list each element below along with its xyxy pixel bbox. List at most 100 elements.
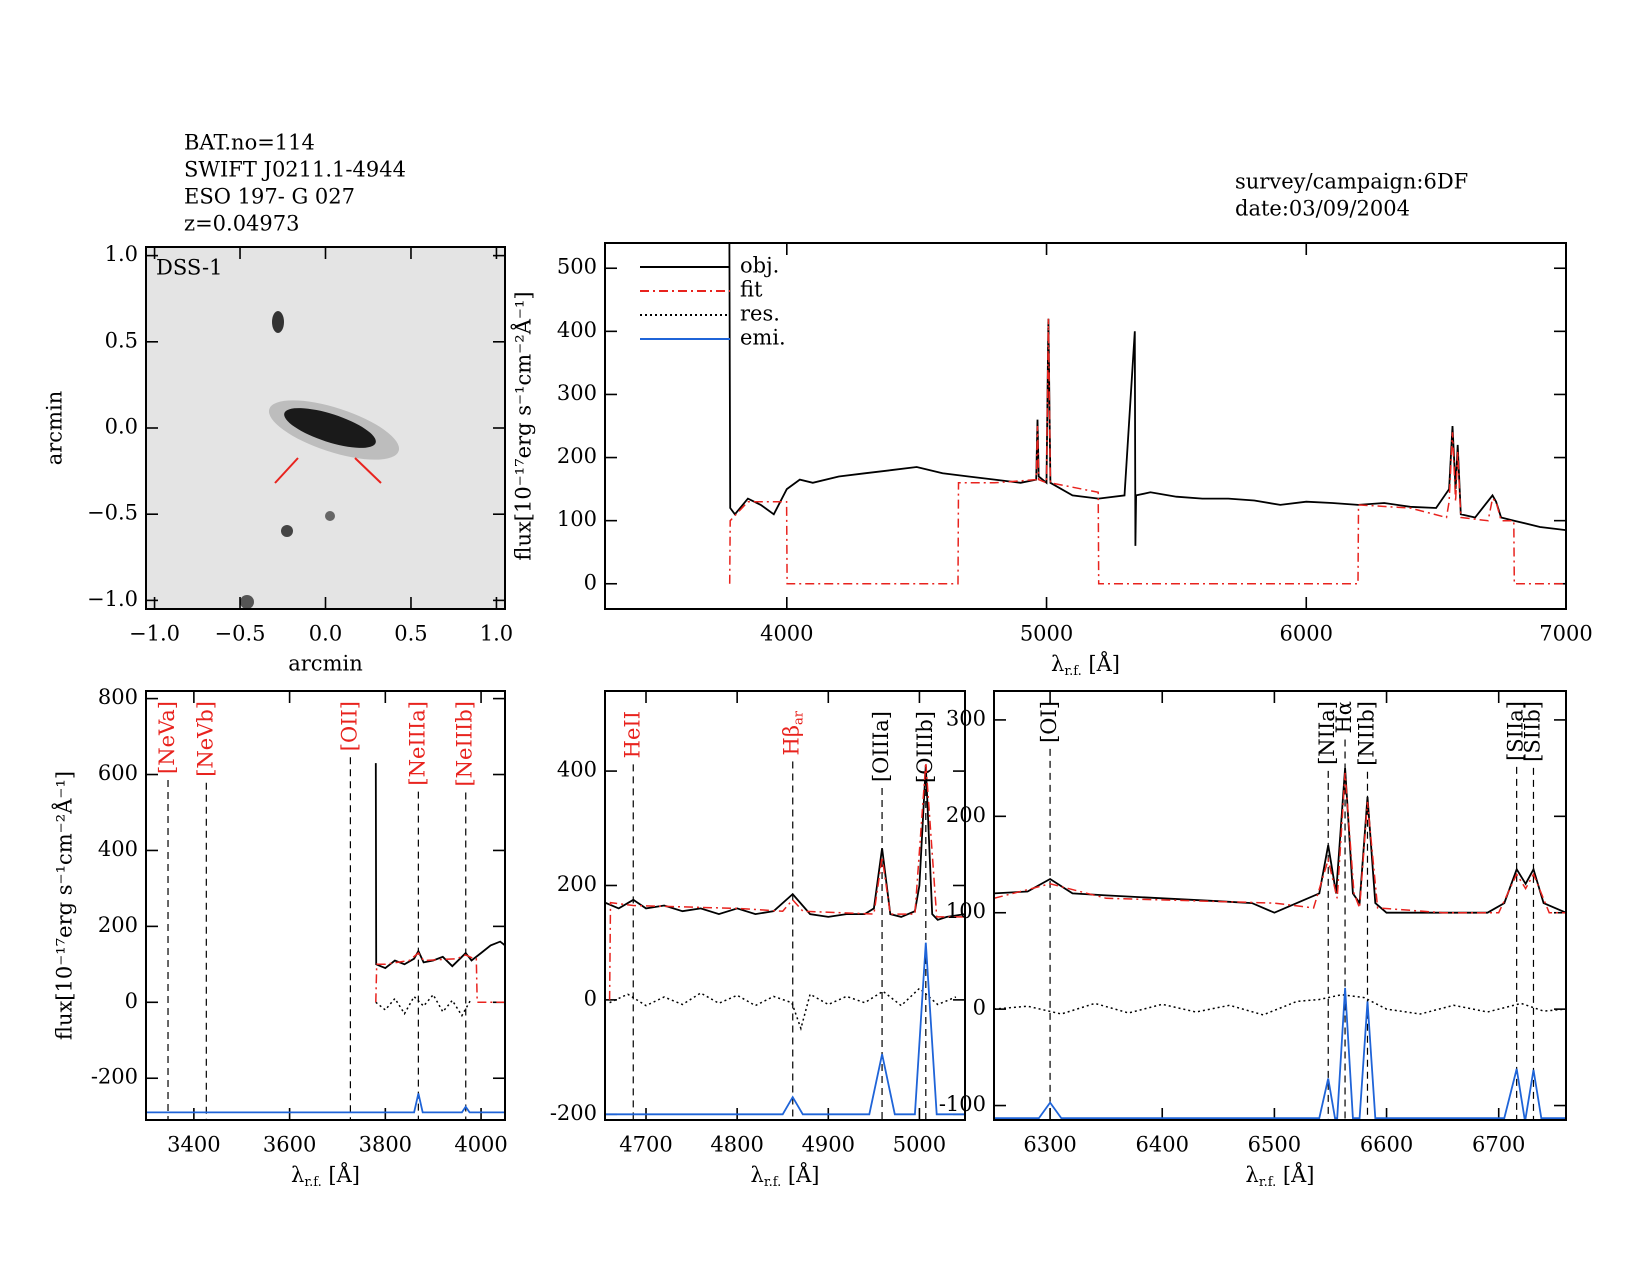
line-label-name: [NIIa] [1315, 701, 1339, 765]
y-tick-label: 0.0 [105, 415, 138, 439]
y-tick-label: -200 [550, 1101, 597, 1125]
y-tick-label: 0 [584, 570, 597, 594]
x-tick-label: 6500 [1248, 1133, 1301, 1157]
line-label: [NIIa] [1315, 701, 1339, 765]
y-axis-label: flux[10⁻¹⁷erg s⁻¹cm⁻²Å⁻¹] [511, 291, 536, 560]
line-label-name: [NeVa] [155, 701, 179, 774]
line-label: Hα [1332, 701, 1356, 734]
y-tick-label: 400 [557, 318, 597, 342]
star [272, 311, 284, 333]
x-tick-label: 3800 [359, 1133, 412, 1157]
star [281, 525, 293, 537]
y-tick-label: 0 [973, 996, 986, 1020]
line-label: Hβar [779, 710, 806, 755]
line-label: [OI] [1037, 701, 1061, 743]
plot-frame [145, 246, 506, 610]
line-label: [SIIa] [1503, 701, 1527, 761]
x-label-unit: [Å] [781, 1162, 819, 1187]
x-label-symbol: λ [1051, 652, 1064, 676]
y-tick-label: 200 [946, 803, 986, 827]
x-label-subscript: r.f. [1064, 664, 1081, 679]
line-label: [NeVb] [193, 701, 217, 777]
x-tick-label: 4800 [710, 1133, 763, 1157]
x-tick-label: 4900 [802, 1133, 855, 1157]
line-label: [NeVa] [155, 701, 179, 774]
legend-label: fit [740, 278, 763, 302]
y-tick-label: 300 [946, 706, 986, 730]
series-line [375, 993, 473, 1018]
star [240, 595, 254, 609]
x-tick-label: 6600 [1360, 1133, 1413, 1157]
line-label-name: [NeIIIa] [405, 701, 429, 786]
y-tick-label: 100 [946, 899, 986, 923]
image-label: DSS-1 [156, 256, 222, 280]
series-line [609, 987, 957, 1032]
x-tick-label: 7000 [1539, 622, 1592, 646]
line-label-name: Hα [1332, 701, 1356, 734]
legend-label: obj. [740, 254, 779, 278]
line-label-name: [SIIb] [1520, 701, 1544, 762]
x-tick-label: 6400 [1136, 1133, 1189, 1157]
line-label-name: HeII [620, 711, 644, 758]
y-tick-label: −1.0 [87, 587, 138, 611]
galaxy-core [284, 408, 376, 448]
x-tick-label: 4000 [454, 1133, 507, 1157]
line-label-name: [NIIb] [1354, 701, 1378, 766]
panel: 6300 6400 6500 6600 6700 -100 0 100 200 300 λr.f. … [939, 690, 1567, 1190]
object-line: SWIFT J0211.1-4944 [184, 158, 406, 182]
line-label-name: [OIIIb] [912, 711, 936, 783]
x-label-symbol: λ [1246, 1163, 1259, 1187]
y-tick-label: -100 [939, 1092, 986, 1116]
header: BAT.no=114 SWIFT J0211.1-4944 ESO 197- G… [184, 131, 1468, 236]
legend-label: emi. [740, 326, 786, 350]
y-tick-label: 300 [557, 381, 597, 405]
y-tick-label: 200 [98, 913, 138, 937]
x-tick-label: 0.5 [394, 622, 427, 646]
x-tick-label: 6700 [1472, 1133, 1525, 1157]
x-label-subscript: r.f. [304, 1175, 321, 1190]
line-label-name: [NeIIIb] [452, 701, 476, 787]
line-label-sub: ar [791, 710, 806, 725]
y-tick-label: 100 [557, 507, 597, 531]
line-label: [OIIIa] [869, 711, 893, 782]
legend-label: res. [740, 302, 780, 326]
y-tick-label: 400 [557, 758, 597, 782]
date: date:03/09/2004 [1235, 197, 1410, 221]
line-label: [NIIb] [1354, 701, 1378, 766]
x-tick-label: −0.5 [215, 622, 266, 646]
y-axis-label: flux[10⁻¹⁷erg s⁻¹cm⁻²Å⁻¹] [52, 771, 77, 1040]
x-axis-label: λr.f. [Å] [291, 1162, 360, 1190]
series-line [994, 993, 1566, 1016]
star [325, 511, 335, 521]
y-tick-label: -200 [91, 1065, 138, 1089]
panel: 4700 4800 4900 5000 -200 0 200 400 λr.f. [Å] HeII… [550, 690, 966, 1190]
line-label: HeII [620, 711, 644, 758]
plot-frame [604, 242, 1567, 610]
x-label-subscript: r.f. [764, 1175, 781, 1190]
x-tick-label: 6000 [1280, 622, 1333, 646]
y-tick-label: 800 [98, 685, 138, 709]
y-tick-label: 0.5 [105, 328, 138, 352]
line-label: [NeIIIb] [452, 701, 476, 787]
series-line [608, 762, 965, 1000]
series-line [728, 318, 1566, 585]
line-label: [NeIIIa] [405, 701, 429, 786]
x-axis-label: λr.f. [Å] [1051, 651, 1120, 679]
x-tick-label: 4700 [619, 1133, 672, 1157]
y-tick-label: −0.5 [87, 501, 138, 525]
plot-frame [604, 690, 966, 1121]
x-label-subscript: r.f. [1259, 1175, 1276, 1190]
x-tick-label: 1.0 [480, 622, 513, 646]
x-label-unit: [Å] [1276, 1162, 1314, 1187]
y-tick-label: 600 [98, 761, 138, 785]
line-label-name: [OI] [1037, 701, 1061, 743]
line-label-name: [NeVb] [193, 701, 217, 777]
object-line: ESO 197- G 027 [184, 185, 355, 209]
slit-marker [354, 457, 382, 484]
x-axis-label: λr.f. [Å] [751, 1162, 820, 1190]
line-label-name: [OII] [337, 701, 361, 751]
y-tick-label: 200 [557, 444, 597, 468]
line-label: [OII] [337, 701, 361, 751]
x-tick-label: 5000 [1020, 622, 1073, 646]
